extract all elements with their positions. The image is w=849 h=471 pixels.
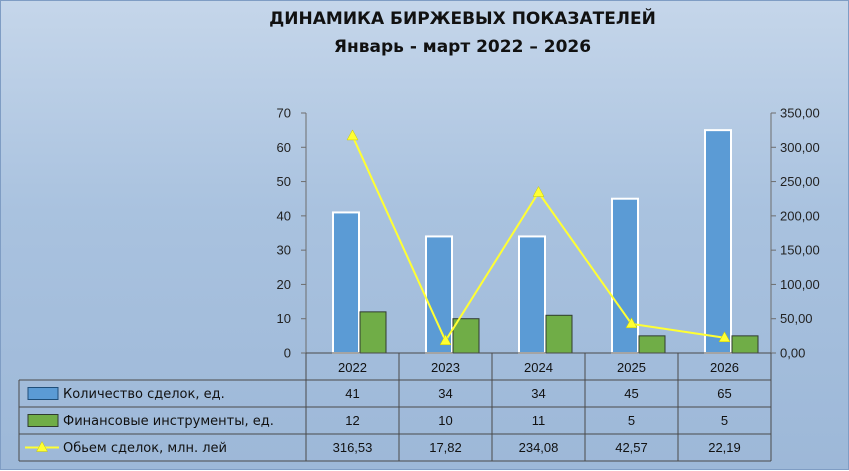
bar-instruments-2022 — [359, 311, 387, 354]
chart-title: ДИНАМИКА БИРЖЕВЫХ ПОКАЗАТЕЛЕЙ — [269, 9, 656, 29]
marker-volume-2025 — [625, 317, 638, 329]
y-left-tick-label: 30 — [277, 243, 291, 258]
table-value: 234,08 — [519, 440, 559, 455]
y-right-tick-label: 50,00 — [780, 311, 813, 326]
bar-deals-2024 — [518, 235, 546, 354]
category-label: 2025 — [617, 360, 646, 375]
bar-instruments-2024 — [545, 314, 573, 354]
y-right-tick-label: 300,00 — [780, 140, 820, 155]
bar-instruments-2026 — [731, 335, 759, 354]
table-value: 34 — [531, 386, 545, 401]
bar-deals-2026 — [704, 129, 732, 354]
table-series-name: Количество сделок, ед. — [63, 387, 225, 402]
marker-volume-2026 — [718, 331, 731, 343]
y-right-tick-label: 0,00 — [780, 346, 805, 361]
y-left-tick-label: 0 — [284, 346, 291, 361]
chart-subtitle: Январь - март 2022 – 2026 — [333, 37, 592, 57]
table-value: 316,53 — [333, 440, 373, 455]
y-right-tick-label: 200,00 — [780, 208, 820, 223]
table-value: 12 — [345, 413, 359, 428]
legend-key-volume-marker — [36, 440, 48, 452]
table-value: 65 — [717, 386, 731, 401]
table-value: 10 — [438, 413, 452, 428]
y-left-tick-label: 10 — [277, 311, 291, 326]
marker-volume-2024 — [532, 185, 545, 197]
legend-key-deals — [27, 387, 59, 400]
y-left-tick-label: 60 — [277, 140, 291, 155]
y-right-tick-label: 250,00 — [780, 174, 820, 189]
y-left-tick-label: 40 — [277, 208, 291, 223]
bar-instruments-2023 — [452, 318, 480, 354]
table-value: 11 — [532, 413, 546, 428]
marker-volume-2022 — [346, 129, 359, 141]
category-label: 2023 — [431, 360, 460, 375]
y-right-tick-label: 150,00 — [780, 243, 820, 258]
bar-deals-2023 — [425, 235, 453, 354]
table-series-name: Обьем сделок, млн. лей — [63, 441, 227, 456]
marker-volume-2023 — [439, 334, 452, 346]
table-value: 5 — [628, 413, 635, 428]
table-value: 41 — [345, 386, 359, 401]
y-right-tick-label: 350,00 — [780, 106, 820, 121]
table-value: 45 — [624, 386, 638, 401]
table-value: 17,82 — [429, 440, 462, 455]
y-left-tick-label: 70 — [277, 106, 291, 121]
table-value: 42,57 — [615, 440, 648, 455]
table-value: 34 — [438, 386, 452, 401]
table-series-name: Финансовые инструменты, ед. — [63, 414, 274, 429]
bar-deals-2025 — [611, 197, 639, 354]
category-label: 2022 — [338, 360, 367, 375]
y-left-tick-label: 20 — [277, 277, 291, 292]
category-label: 2026 — [710, 360, 739, 375]
y-left-tick-label: 50 — [277, 174, 291, 189]
bar-deals-2022 — [332, 211, 360, 354]
y-right-tick-label: 100,00 — [780, 277, 820, 292]
legend-key-instruments — [27, 414, 59, 427]
table-value: 22,19 — [708, 440, 741, 455]
table-value: 5 — [721, 413, 728, 428]
category-label: 2024 — [524, 360, 553, 375]
bar-instruments-2025 — [638, 335, 666, 354]
